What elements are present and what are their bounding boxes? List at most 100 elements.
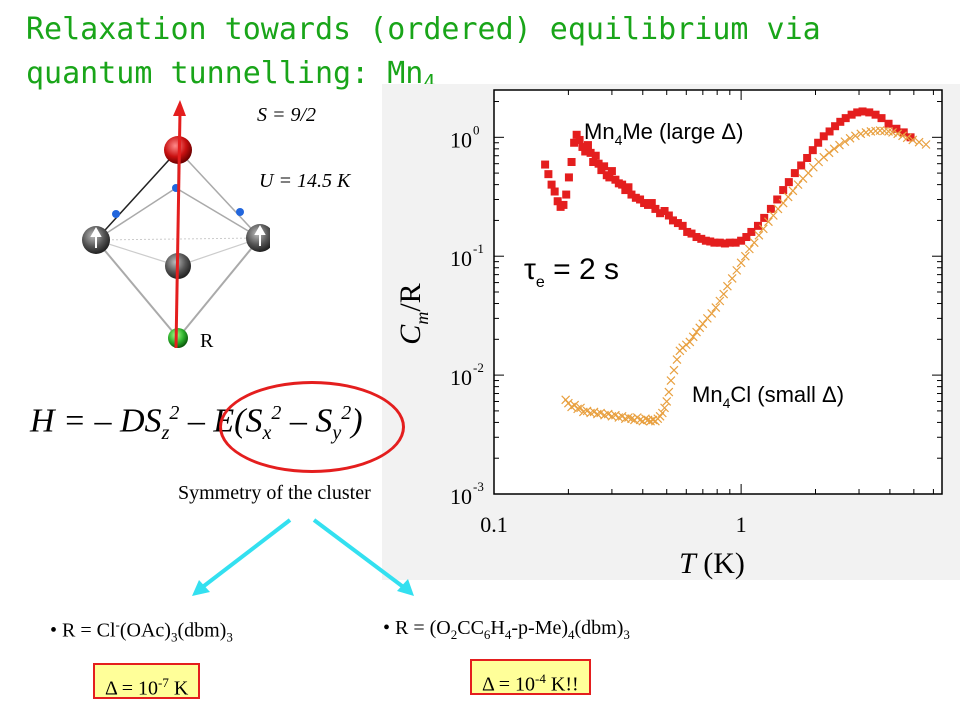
data-point-cross [914, 137, 924, 147]
bl-prefix: • R = Cl [50, 619, 116, 642]
data-point-cross [664, 387, 674, 397]
data-point-cross [719, 289, 729, 299]
data-point-square [605, 173, 614, 182]
data-point-square [753, 221, 762, 230]
data-point-cross [898, 131, 907, 141]
data-point-square [760, 213, 769, 222]
x-tick-label: 1 [736, 512, 747, 537]
data-point-cross [698, 319, 708, 329]
data-point-square [831, 122, 840, 131]
bl-sub2: 3 [226, 629, 233, 645]
br-s4: 4 [568, 627, 575, 642]
data-point-square [578, 142, 587, 151]
x-axis-label: T (K) [679, 547, 745, 580]
data-point-cross [573, 404, 583, 414]
data-point-cross [840, 137, 850, 147]
data-point-cross [921, 140, 931, 149]
data-point-cross [695, 323, 705, 333]
data-point-cross [740, 251, 750, 261]
data-point-square [586, 148, 595, 157]
label-mn4me: Mn4Me (large Δ) [584, 119, 743, 148]
data-point-cross [845, 133, 855, 143]
bullet-mn4me: • R = (O2CC6H4-p-Me)4(dbm)3 [383, 617, 630, 643]
data-point-square [706, 237, 715, 246]
data-point-cross [764, 217, 773, 227]
data-point-square [553, 197, 562, 206]
data-point-square [575, 135, 584, 144]
bl-sub1: 3 [170, 629, 178, 645]
data-point-square [647, 199, 656, 208]
data-point-square [607, 167, 616, 176]
data-point-cross [902, 133, 912, 143]
bl-sup: - [115, 617, 120, 632]
data-point-cross [788, 186, 798, 196]
data-point-cross [657, 408, 667, 418]
box-right-post: K!! [545, 673, 579, 696]
series-labels: Mn4Me (large Δ) Mn4Cl (small Δ) [584, 119, 844, 411]
data-point-square [572, 130, 581, 139]
data-point-cross [829, 144, 839, 154]
box-right-exp: -4 [535, 671, 546, 686]
ham-z: z [161, 422, 170, 445]
data-point-cross [850, 131, 860, 141]
easy-axis-arrow [173, 100, 186, 349]
data-point-cross [736, 258, 746, 268]
ham-part1: H = – DS [30, 402, 162, 440]
data-point-cross [819, 152, 829, 162]
data-point-square [847, 110, 856, 119]
data-point-square [747, 227, 756, 236]
x-tick-label: 0.1 [480, 512, 508, 537]
series-marks [541, 107, 931, 426]
data-point-square [631, 193, 640, 202]
data-point-square [766, 204, 775, 213]
data-point-cross [635, 415, 645, 425]
data-point-cross [722, 281, 732, 291]
data-point-cross [727, 274, 737, 283]
plot-area [493, 89, 943, 495]
data-point-cross [893, 129, 903, 139]
data-point-square [731, 238, 740, 247]
data-point-cross [715, 296, 725, 306]
data-point-square [636, 195, 645, 204]
data-point-cross [749, 238, 759, 248]
br-s3: 4 [504, 627, 512, 642]
data-point-square [737, 236, 746, 245]
data-point-square [656, 209, 665, 218]
data-point-cross [672, 355, 682, 365]
data-point-cross [768, 211, 778, 220]
data-point-square [618, 180, 627, 189]
br-s5: 3 [623, 627, 630, 642]
data-point-cross [692, 327, 701, 337]
data-point-square [627, 190, 636, 199]
data-point-square [877, 114, 886, 123]
data-point-square [710, 238, 719, 247]
data-point-cross [908, 135, 918, 145]
cluster-bonds [95, 149, 261, 339]
data-point-cross [835, 140, 844, 150]
r-ligand-atom [168, 328, 188, 348]
series-mn4me [541, 107, 915, 248]
br-t4: (dbm) [574, 617, 624, 639]
data-point-square [725, 238, 734, 247]
data-point-square [591, 151, 600, 160]
y-axis-label: Cm/R [394, 283, 432, 344]
data-point-square [720, 239, 729, 248]
oxygen-atoms [112, 184, 244, 218]
data-point-cross [793, 180, 803, 190]
axis-labels: T (K) Cm/R [394, 283, 745, 580]
y-tick-label-base: 10 [450, 365, 472, 390]
data-point-square [541, 160, 550, 169]
data-point-cross [824, 148, 834, 158]
data-point-cross [624, 413, 633, 422]
data-point-square [701, 236, 710, 245]
data-point-square [808, 146, 817, 155]
data-point-square [865, 108, 874, 117]
data-point-square [742, 233, 751, 242]
ham-sq1: 2 [169, 402, 180, 424]
data-point-cross [783, 192, 793, 202]
slide-title: Relaxation towards (ordered) equilibrium… [26, 8, 846, 96]
data-point-square [678, 221, 687, 230]
data-point-square [814, 138, 823, 147]
axis-ticks [493, 90, 942, 495]
